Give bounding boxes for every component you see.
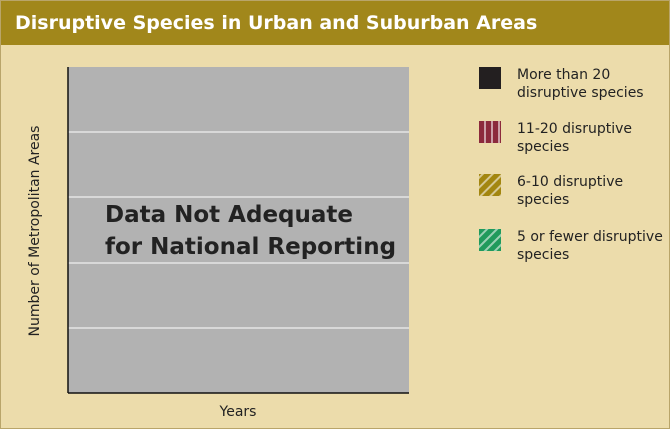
legend-label: 6-10 disruptive species xyxy=(517,174,624,208)
y-axis-label: Number of Metropolitan Areas xyxy=(27,126,43,337)
legend-label: 5 or fewer disruptive species xyxy=(517,229,663,263)
legend-label: More than 20 disruptive species xyxy=(517,67,644,101)
chart-title: Disruptive Species in Urban and Suburban… xyxy=(1,1,669,45)
annotation: for National Reporting xyxy=(105,234,396,260)
x-axis-label: Years xyxy=(219,404,257,420)
legend-swatch xyxy=(479,229,501,251)
legend-label: 11-20 disruptive species xyxy=(517,121,632,155)
annotation: Data Not Adequate xyxy=(105,202,353,228)
legend-swatch xyxy=(479,67,501,89)
legend-swatch xyxy=(479,121,501,143)
plot-area xyxy=(68,67,409,393)
legend-swatch xyxy=(479,174,501,196)
